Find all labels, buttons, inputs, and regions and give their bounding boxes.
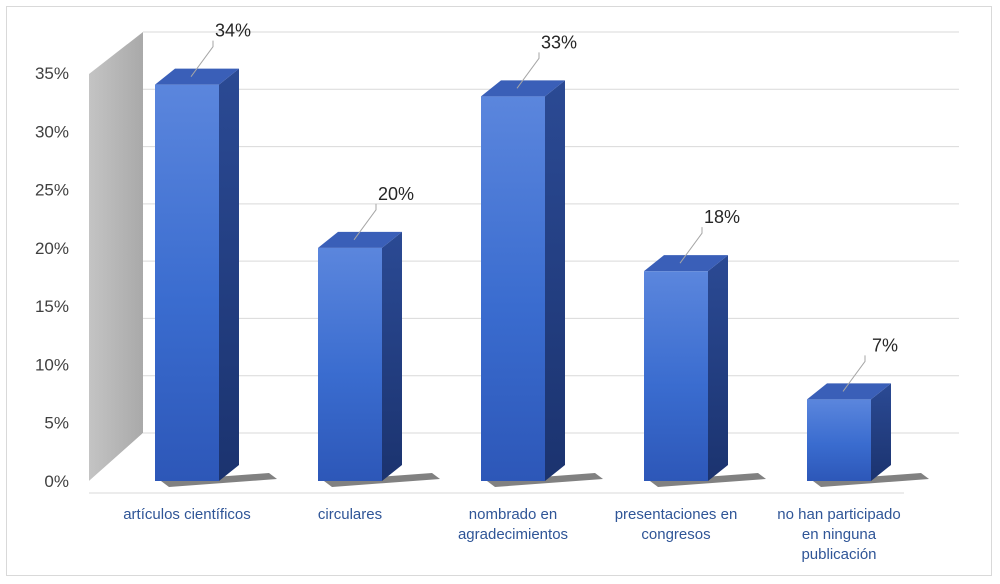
bar-top xyxy=(318,231,402,248)
y-tick-label: 10% xyxy=(35,355,69,374)
data-label: 18% xyxy=(704,207,740,227)
y-tick-label: 20% xyxy=(35,239,69,258)
x-category-label-line: presentaciones en xyxy=(614,506,738,523)
bar-top xyxy=(644,255,728,272)
data-labels: 34% 20% 33% 18% 7% xyxy=(215,21,898,356)
x-category-label: artículos científicos xyxy=(102,505,272,525)
x-category-label-line: artículos científicos xyxy=(123,506,251,523)
bar-front xyxy=(481,96,545,482)
data-label: 34% xyxy=(215,21,251,41)
bar-top xyxy=(481,80,565,97)
bar-side xyxy=(545,80,565,482)
x-category-label: nombrado en agradecimientos xyxy=(428,505,598,545)
bar-top xyxy=(807,383,891,400)
x-category-label-line: publicación xyxy=(801,546,877,563)
data-label: 20% xyxy=(378,184,414,204)
bar-front xyxy=(155,84,219,482)
leader-line xyxy=(679,227,703,264)
bar-front xyxy=(644,271,708,481)
y-tick-label: 15% xyxy=(35,297,69,316)
y-tick-label: 0% xyxy=(44,472,69,491)
chart-frame: 0% 5% 10% 15% 20% 25% 30% 35% 34% 20% 33% 18% 7% ar… xyxy=(6,6,992,576)
leader-line xyxy=(190,40,214,77)
bar-side xyxy=(219,68,239,482)
bar xyxy=(644,255,728,481)
leader-line xyxy=(516,52,540,89)
bar-top xyxy=(155,68,239,85)
bar-chart-3d: 0% 5% 10% 15% 20% 25% 30% 35% 34% 20% 33% 18% 7% xyxy=(35,21,959,494)
bar xyxy=(807,383,891,481)
x-category-label-line: no han participado xyxy=(777,506,901,523)
bars xyxy=(155,68,891,482)
y-axis-ticks: 0% 5% 10% 15% 20% 25% 30% 35% xyxy=(35,64,69,491)
bar-side xyxy=(382,231,402,481)
data-label: 7% xyxy=(872,335,898,355)
x-category-label: circulares xyxy=(265,505,435,525)
bar-side xyxy=(708,255,728,481)
y-tick-label: 35% xyxy=(35,64,69,83)
x-category-label-line: nombrado en xyxy=(468,506,558,523)
side-wall xyxy=(89,32,143,481)
data-label: 33% xyxy=(541,32,577,52)
bar xyxy=(481,80,565,482)
y-tick-label: 25% xyxy=(35,181,69,200)
x-category-label-line: circulares xyxy=(317,506,383,523)
bar-front xyxy=(318,247,382,481)
leader-line xyxy=(842,355,866,392)
x-category-label: presentaciones en congresos xyxy=(591,505,761,545)
bar-side xyxy=(871,383,891,481)
bar xyxy=(318,231,402,481)
x-category-label-line: congresos xyxy=(641,526,711,543)
y-tick-label: 30% xyxy=(35,122,69,141)
x-category-label: no han participado en ninguna publicación xyxy=(754,505,924,565)
y-tick-label: 5% xyxy=(44,414,69,433)
x-category-label-line: en ninguna xyxy=(801,526,877,543)
leader-line xyxy=(353,203,377,241)
data-label-leaders xyxy=(190,40,866,392)
bar xyxy=(155,68,239,482)
bar-front xyxy=(807,399,871,481)
x-category-label-line: agradecimientos xyxy=(457,526,569,543)
